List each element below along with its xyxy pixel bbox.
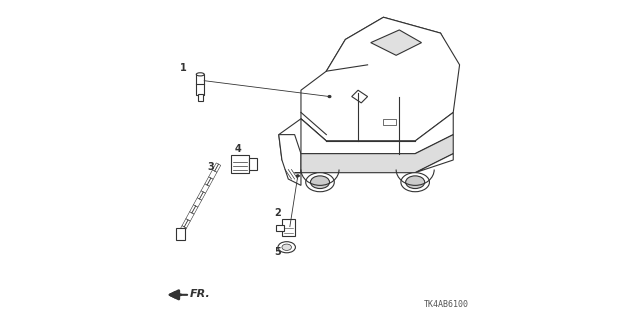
Ellipse shape	[310, 176, 330, 188]
Ellipse shape	[278, 242, 296, 253]
Ellipse shape	[401, 173, 429, 192]
Text: 5: 5	[274, 247, 281, 257]
Polygon shape	[279, 135, 301, 185]
Polygon shape	[415, 154, 453, 173]
Bar	[282, 219, 294, 236]
Text: FR.: FR.	[190, 289, 211, 299]
Polygon shape	[201, 184, 209, 193]
Polygon shape	[212, 163, 221, 172]
Polygon shape	[352, 90, 367, 103]
Text: TK4AB6100: TK4AB6100	[424, 300, 469, 309]
Ellipse shape	[196, 73, 204, 76]
Bar	[248, 158, 257, 170]
Bar	[196, 74, 204, 95]
Polygon shape	[209, 170, 217, 179]
Polygon shape	[294, 135, 453, 173]
Bar	[175, 228, 185, 240]
Polygon shape	[186, 212, 194, 221]
Polygon shape	[301, 112, 453, 154]
Polygon shape	[193, 198, 202, 207]
Text: 4: 4	[234, 144, 241, 154]
Polygon shape	[205, 177, 213, 186]
Bar	[276, 225, 284, 231]
Text: 2: 2	[274, 207, 281, 218]
Polygon shape	[189, 205, 198, 214]
Polygon shape	[326, 39, 367, 90]
Ellipse shape	[328, 96, 331, 98]
Ellipse shape	[282, 244, 291, 251]
Bar	[231, 155, 248, 173]
Polygon shape	[358, 65, 440, 97]
Polygon shape	[371, 30, 422, 55]
Bar	[383, 119, 396, 125]
Polygon shape	[346, 17, 440, 65]
Polygon shape	[422, 33, 453, 84]
Bar	[198, 94, 203, 101]
Ellipse shape	[406, 176, 425, 188]
Ellipse shape	[306, 173, 334, 192]
Ellipse shape	[297, 175, 299, 177]
Polygon shape	[301, 17, 460, 141]
Polygon shape	[182, 219, 190, 228]
Polygon shape	[178, 226, 186, 235]
Polygon shape	[279, 119, 326, 166]
Text: 1: 1	[180, 63, 187, 73]
Ellipse shape	[296, 175, 299, 177]
Text: 3: 3	[207, 162, 214, 172]
Polygon shape	[197, 191, 205, 200]
